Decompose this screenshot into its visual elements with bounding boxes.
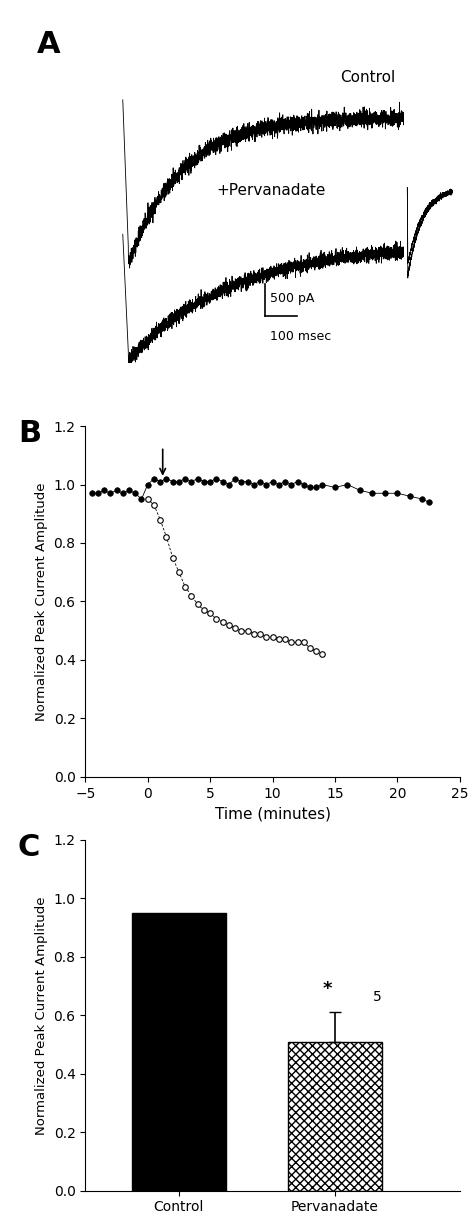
Text: A: A — [36, 29, 60, 58]
Text: 500 pA: 500 pA — [270, 292, 314, 305]
X-axis label: Time (minutes): Time (minutes) — [215, 806, 330, 821]
Text: Control: Control — [340, 70, 395, 85]
Y-axis label: Normalized Peak Current Amplitude: Normalized Peak Current Amplitude — [35, 482, 48, 720]
Bar — [132, 912, 226, 1191]
Text: B: B — [18, 419, 41, 448]
Y-axis label: Normalized Peak Current Amplitude: Normalized Peak Current Amplitude — [35, 897, 48, 1135]
Text: 5: 5 — [373, 990, 382, 1004]
Bar — [288, 1041, 382, 1191]
Text: +Pervanadate: +Pervanadate — [216, 182, 326, 198]
Text: C: C — [18, 833, 40, 861]
Text: 100 msec: 100 msec — [270, 330, 331, 343]
Text: *: * — [322, 979, 332, 998]
